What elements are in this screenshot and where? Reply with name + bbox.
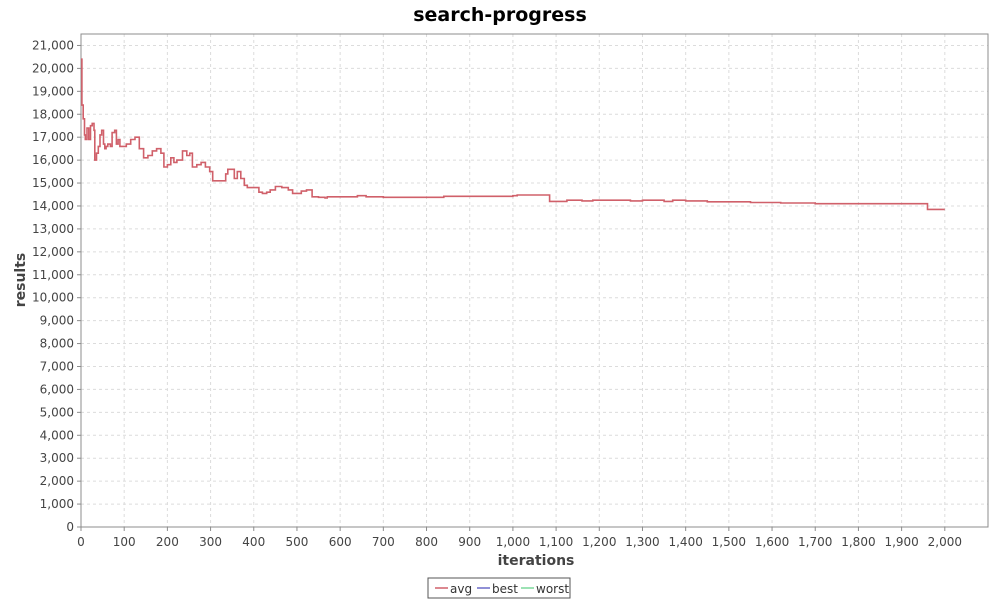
grid-lines [81, 34, 988, 527]
y-axis-label: results [13, 253, 29, 308]
y-tick-label: 0 [66, 520, 74, 534]
y-tick-label: 19,000 [32, 84, 74, 98]
y-tick-label: 17,000 [32, 130, 74, 144]
x-tick-label: 1,300 [625, 535, 659, 549]
y-tick-label: 13,000 [32, 222, 74, 236]
y-tick-label: 3,000 [40, 451, 74, 465]
y-tick-label: 21,000 [32, 38, 74, 52]
y-tick-label: 11,000 [32, 268, 74, 282]
plot-frame [80, 33, 989, 528]
x-axis-ticks: 0 100 200 300 400 500 600 700 800 900 1,000 1,100 1,… [77, 527, 962, 549]
y-tick-label: 7,000 [40, 359, 74, 373]
y-tick-label: 20,000 [32, 61, 74, 75]
series-lines [81, 58, 945, 211]
y-tick-label: 5,000 [40, 405, 74, 419]
y-tick-label: 18,000 [32, 107, 74, 121]
legend-label-worst: worst [536, 582, 569, 596]
y-tick-label: 10,000 [32, 291, 74, 305]
x-tick-label: 1,600 [755, 535, 789, 549]
x-tick-label: 1,200 [582, 535, 616, 549]
y-tick-label: 9,000 [40, 314, 74, 328]
x-tick-label: 1,900 [884, 535, 918, 549]
legend: avg best worst [427, 577, 571, 599]
series-line-avg [81, 58, 945, 211]
legend-label-avg: avg [450, 582, 472, 596]
y-tick-label: 1,000 [40, 497, 74, 511]
legend-frame [427, 577, 571, 599]
x-tick-label: 800 [415, 535, 438, 549]
legend-label-best: best [492, 582, 518, 596]
x-tick-label: 200 [156, 535, 179, 549]
x-tick-label: 500 [285, 535, 308, 549]
x-tick-label: 1,100 [539, 535, 573, 549]
y-tick-label: 6,000 [40, 382, 74, 396]
x-tick-label: 300 [199, 535, 222, 549]
y-tick-label: 16,000 [32, 153, 74, 167]
y-tick-label: 14,000 [32, 199, 74, 213]
x-tick-label: 400 [242, 535, 265, 549]
y-tick-label: 15,000 [32, 176, 74, 190]
x-axis-label: iterations [498, 553, 575, 569]
x-tick-label: 2,000 [928, 535, 962, 549]
x-tick-label: 1,500 [712, 535, 746, 549]
x-tick-label: 1,000 [496, 535, 530, 549]
chart-title: search-progress [413, 4, 587, 26]
y-tick-label: 2,000 [40, 474, 74, 488]
x-tick-label: 600 [329, 535, 352, 549]
y-axis-ticks: 0 1,000 2,000 3,000 4,000 5,000 6,000 7,000 8,00… [32, 38, 81, 534]
x-tick-label: 0 [77, 535, 85, 549]
x-tick-label: 100 [113, 535, 136, 549]
x-tick-label: 700 [372, 535, 395, 549]
x-tick-label: 1,800 [841, 535, 875, 549]
x-tick-label: 900 [458, 535, 481, 549]
x-tick-label: 1,400 [668, 535, 702, 549]
y-tick-label: 12,000 [32, 245, 74, 259]
x-tick-label: 1,700 [798, 535, 832, 549]
y-tick-label: 8,000 [40, 337, 74, 351]
y-tick-label: 4,000 [40, 428, 74, 442]
